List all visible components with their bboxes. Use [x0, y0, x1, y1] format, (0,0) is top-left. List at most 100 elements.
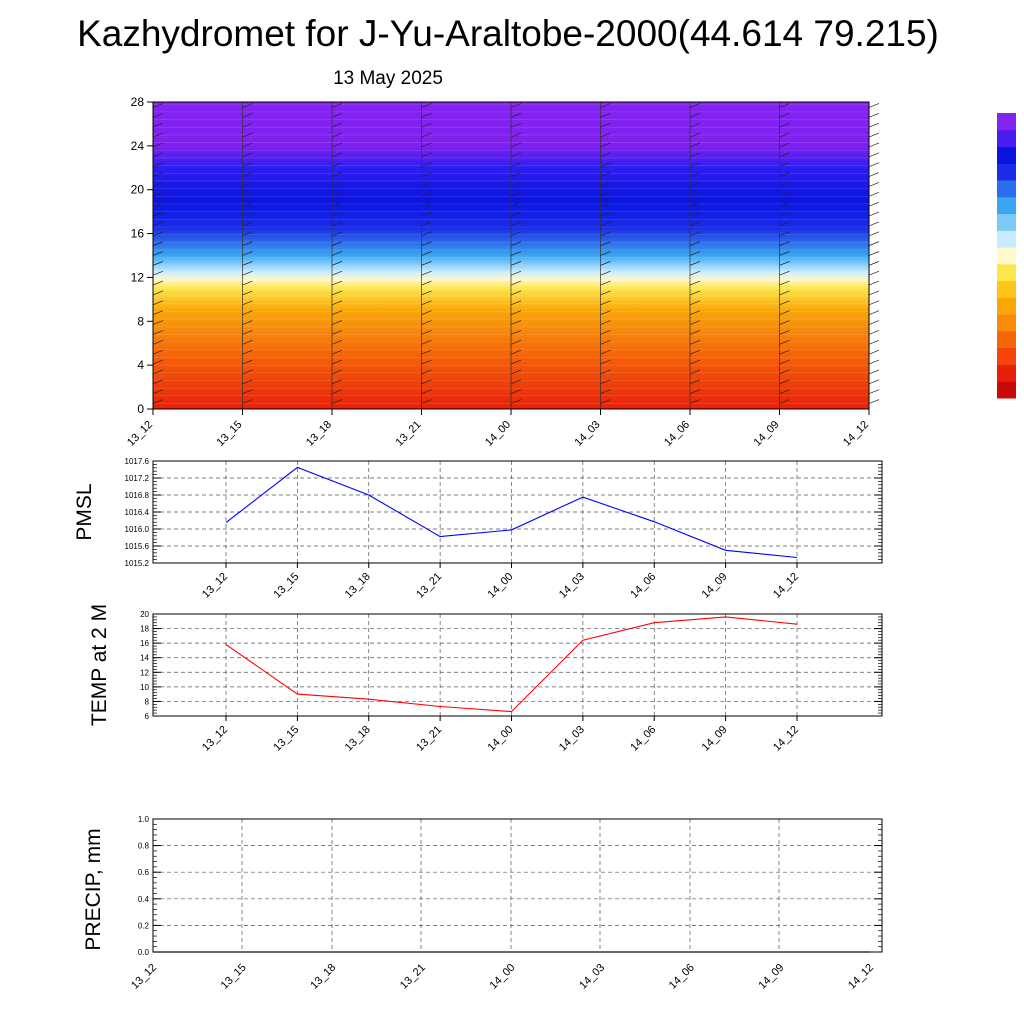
- heatmap-xtick-label: 14_03: [573, 419, 603, 449]
- temp-frame: [152, 613, 883, 717]
- pmsl-panel: 1015.2 1015.6 1016.0 1016.4 1016.8 1017.2 1017…: [73, 457, 883, 601]
- pmsl-xtick-label: 14_00: [486, 571, 516, 601]
- pmsl-ytick-label: 1016.0: [125, 525, 150, 534]
- colorbar-segment: [997, 381, 1016, 399]
- pmsl-xtick-label: 14_09: [700, 571, 730, 601]
- colorbar: [997, 113, 1016, 399]
- precip-ytick-label: 0.0: [138, 948, 150, 957]
- precip-ytick-label: 0.8: [138, 842, 150, 851]
- precip-xtick-label: 14_06: [667, 962, 697, 992]
- heatmap-xtick-label: 14_12: [841, 419, 871, 449]
- wind-barb-column: [242, 102, 253, 409]
- precip-xtick-label: 13_18: [308, 962, 338, 992]
- colorbar-segment: [997, 163, 1016, 181]
- temp-ytick-label: 18: [140, 625, 149, 634]
- pmsl-ytick-label: 1017.6: [125, 457, 150, 466]
- wind-barb-column: [600, 102, 611, 409]
- precip-ylabel: PRECIP, mm: [82, 828, 105, 950]
- temp-ytick-label: 6: [145, 712, 150, 721]
- temp-ytick-label: 14: [140, 654, 149, 663]
- pmsl-ytick-label: 1017.2: [125, 474, 150, 483]
- colorbar-segment: [997, 364, 1016, 382]
- wind-barb-column: [779, 102, 790, 409]
- precip-frame: [152, 818, 883, 953]
- colorbar-segment: [997, 263, 1016, 282]
- wind-barb-column: [331, 102, 343, 409]
- precip-xtick-label: 14_00: [488, 962, 518, 992]
- temp-panel: 6 8 10 12 14 16 18 20 13_12 13_15 13_18 13_21 14_00 1…: [88, 604, 883, 754]
- wind-barb-column: [868, 102, 880, 409]
- wind-barb-column: [689, 102, 701, 409]
- temp-xtick-label: 13_18: [343, 724, 373, 754]
- temp-ylabel: TEMP at 2 M: [88, 604, 111, 726]
- temp-xtick-label: 13_12: [200, 724, 230, 754]
- colorbar-segment: [997, 347, 1016, 365]
- colorbar-segment: [997, 230, 1016, 248]
- colorbar-segment: [997, 314, 1016, 332]
- heatmap-ytick-label: 24: [131, 139, 145, 153]
- colorbar-segment: [997, 297, 1016, 315]
- heatmap-ytick-label: 8: [137, 314, 144, 328]
- precip-ytick-label: 1.0: [138, 815, 150, 824]
- pmsl-xtick-label: 13_15: [271, 571, 301, 601]
- heatmap-xtick-label: 13_15: [215, 419, 245, 449]
- precip-panel: 0.0 0.2 0.4 0.6 0.8 1.0 13_12 13_15 13_18 13_21 14…: [82, 815, 883, 992]
- temp-ytick-label: 12: [140, 668, 149, 677]
- pmsl-xtick-label: 13_21: [414, 571, 444, 601]
- heatmap-xtick-label: 13_18: [304, 419, 334, 449]
- temp-xtick-label: 13_15: [271, 724, 301, 754]
- precip-xtick-label: 13_21: [398, 962, 428, 992]
- heatmap-ytick-label: 28: [131, 95, 145, 109]
- precip-xtick-label: 14_03: [577, 962, 607, 992]
- temp-xtick-label: 14_09: [700, 724, 730, 754]
- temp-ytick-label: 8: [145, 697, 150, 706]
- heatmap-ytick-label: 4: [137, 358, 144, 372]
- temp-xtick-label: 13_21: [414, 724, 444, 754]
- pmsl-ytick-label: 1015.2: [125, 559, 150, 568]
- heatmap-xtick-label: 13_21: [394, 419, 424, 449]
- heatmap-ytick-label: 0: [137, 402, 144, 416]
- precip-xtick-label: 13_15: [219, 962, 249, 992]
- pmsl-ylabel: PMSL: [73, 483, 96, 540]
- precip-xtick-label: 13_12: [129, 962, 159, 992]
- precip-ytick-label: 0.4: [138, 895, 150, 904]
- temperature-cross-section-panel: 0 4 8 12 16 20 24 28 13_12 13_15 13_18 13_21 14_00 14…: [125, 95, 880, 449]
- figure-title: Kazhydromet for J-Yu-Araltobe-2000(44.61…: [77, 13, 939, 54]
- colorbar-segment: [997, 146, 1016, 164]
- colorbar-segment: [997, 180, 1016, 198]
- colorbar-segment: [997, 247, 1016, 265]
- pmsl-ytick-label: 1016.4: [125, 508, 150, 517]
- pmsl-xtick-label: 14_12: [771, 571, 801, 601]
- heatmap-ytick-label: 12: [131, 270, 145, 284]
- heatmap-xtick-label: 13_12: [125, 419, 155, 449]
- pmsl-xtick-label: 14_03: [557, 571, 587, 601]
- colorbar-segment: [997, 196, 1016, 215]
- temp-xtick-label: 14_12: [771, 724, 801, 754]
- pmsl-xtick-label: 13_12: [200, 571, 230, 601]
- colorbar-segment: [997, 213, 1016, 231]
- pmsl-xtick-label: 13_18: [343, 571, 373, 601]
- heatmap-ytick-label: 20: [131, 183, 145, 197]
- colorbar-segment: [997, 113, 1016, 131]
- temp-ytick-label: 20: [140, 610, 149, 619]
- heatmap-xtick-label: 14_09: [752, 419, 782, 449]
- temp-xtick-label: 14_03: [557, 724, 587, 754]
- temp-ytick-label: 10: [140, 683, 149, 692]
- precip-xtick-label: 14_09: [756, 962, 786, 992]
- wind-barb-column: [421, 102, 432, 409]
- colorbar-segment: [997, 129, 1016, 148]
- temp-xtick-label: 14_06: [628, 724, 658, 754]
- heatmap-xtick-label: 14_00: [483, 419, 513, 449]
- wind-barb-column: [510, 102, 522, 409]
- pmsl-ytick-label: 1016.8: [125, 491, 150, 500]
- figure-subtitle: 13 May 2025: [333, 68, 443, 89]
- heatmap-ytick-label: 16: [131, 227, 145, 241]
- temp-xtick-label: 14_00: [486, 724, 516, 754]
- colorbar-segment: [997, 280, 1016, 298]
- precip-ytick-label: 0.2: [138, 921, 150, 930]
- heatmap-xtick-label: 14_06: [662, 419, 692, 449]
- precip-xtick-label: 14_12: [846, 962, 876, 992]
- precip-ytick-label: 0.6: [138, 868, 150, 877]
- colorbar-segment: [997, 330, 1016, 349]
